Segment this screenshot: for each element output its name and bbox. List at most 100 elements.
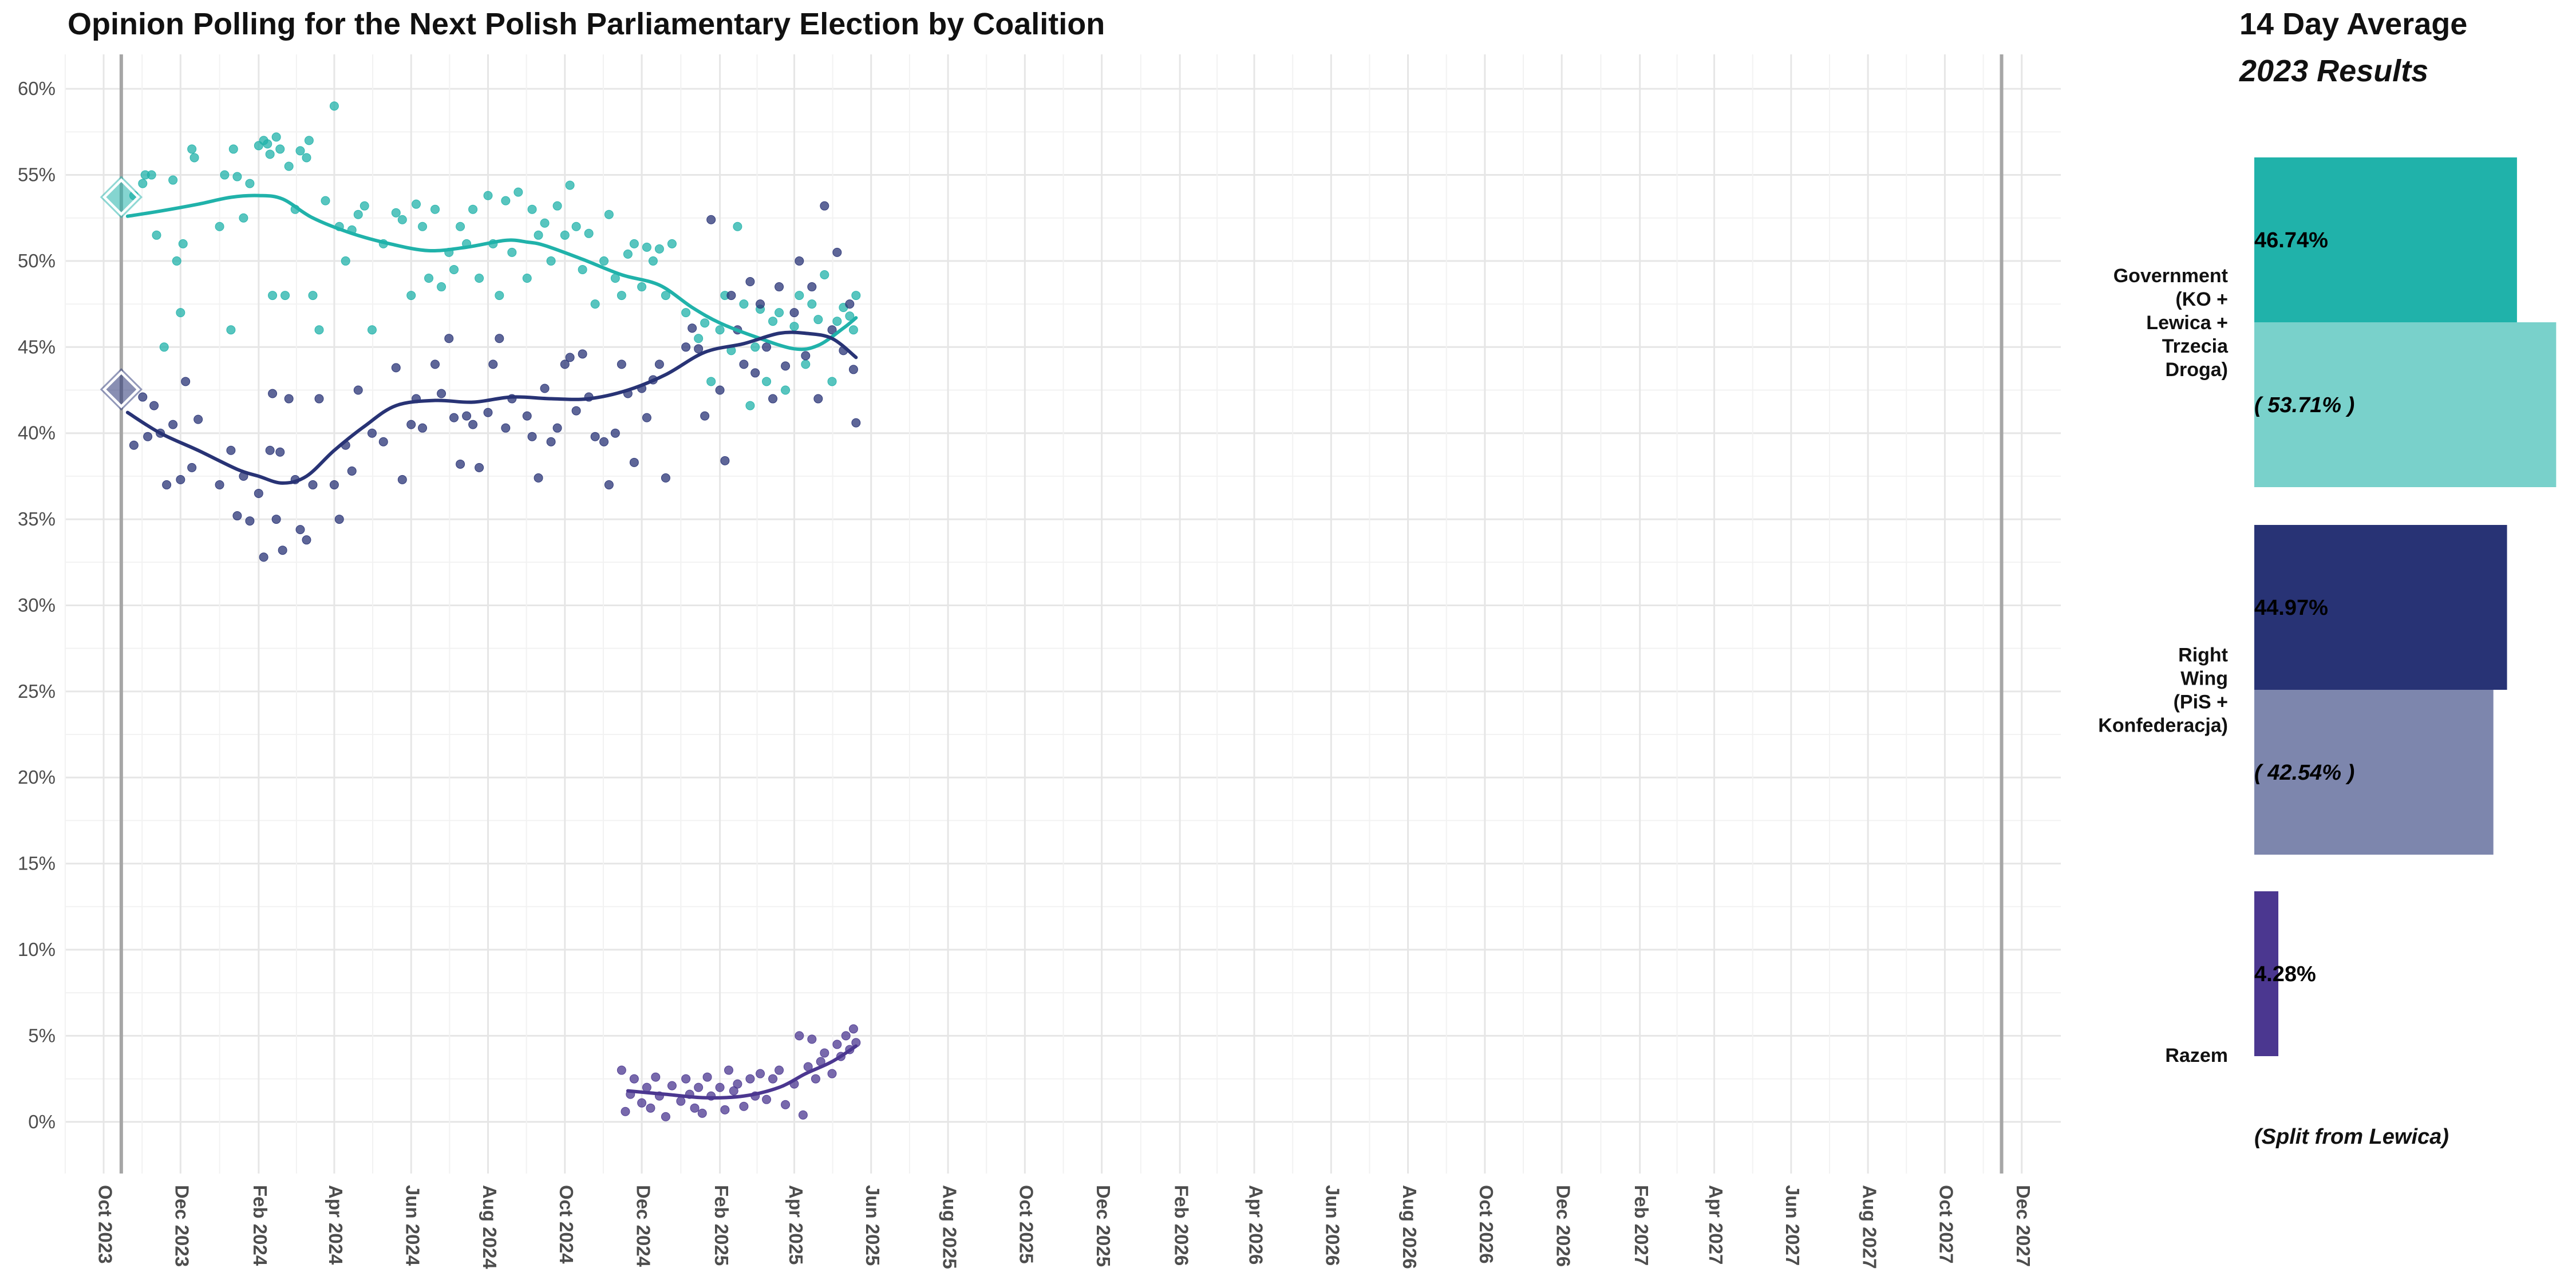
y-tick-label: 10% [18, 939, 56, 960]
y-tick-label: 40% [18, 422, 56, 444]
y-tick-label: 5% [28, 1025, 56, 1046]
poll-point [168, 175, 178, 185]
poll-point [642, 242, 651, 252]
poll-point [552, 201, 562, 211]
poll-point [176, 475, 185, 484]
poll-point [702, 1072, 712, 1082]
x-tick-label: Aug 2024 [479, 1185, 500, 1269]
poll-point [750, 342, 760, 352]
poll-point [254, 488, 263, 498]
poll-point [768, 317, 778, 326]
poll-point [226, 445, 236, 455]
poll-point [599, 437, 609, 447]
poll-point [599, 256, 609, 266]
poll-point [149, 401, 159, 410]
poll-point [522, 274, 532, 283]
poll-point [178, 239, 188, 248]
poll-point [848, 325, 858, 335]
poll-point [468, 204, 478, 214]
average-bar [2254, 157, 2517, 322]
poll-point [827, 1069, 837, 1078]
poll-point [720, 1105, 730, 1115]
poll-point [851, 418, 861, 428]
average-bar-label: 44.97% [2254, 596, 2328, 620]
poll-point [271, 515, 281, 524]
poll-point [232, 172, 242, 181]
x-tick-label: Oct 2027 [1936, 1185, 1957, 1264]
poll-point [406, 420, 416, 429]
poll-point [456, 222, 465, 231]
group-label-line: Government [2113, 265, 2228, 287]
trend-line [626, 1044, 858, 1100]
poll-point [651, 1072, 661, 1082]
result-bar-label: ( 53.71% ) [2254, 393, 2354, 417]
trend-line [125, 330, 858, 485]
poll-point [827, 377, 837, 386]
poll-point [706, 215, 716, 224]
poll-point [813, 394, 823, 404]
poll-point [302, 535, 311, 545]
poll-point [552, 423, 562, 433]
x-tick-label: Feb 2025 [711, 1185, 732, 1266]
poll-point [308, 291, 318, 301]
poll-point [768, 394, 778, 404]
poll-point [215, 222, 224, 231]
poll-point [667, 239, 677, 248]
poll-point [610, 428, 620, 438]
poll-point [314, 325, 324, 335]
poll-point [546, 437, 556, 447]
poll-point [226, 325, 236, 335]
poll-point [353, 210, 363, 219]
x-tick-label: Jun 2025 [862, 1185, 883, 1266]
poll-point [263, 139, 272, 149]
poll-point [329, 101, 339, 111]
poll-point [228, 144, 238, 154]
group-label-line: Lewica + [2146, 312, 2228, 334]
poll-point [648, 256, 658, 266]
poll-point [275, 144, 285, 154]
election-result-marker [102, 177, 141, 216]
x-tick-label: Dec 2023 [172, 1185, 193, 1267]
poll-point [720, 456, 730, 465]
poll-point [801, 359, 811, 369]
poll-point [138, 392, 148, 402]
poll-point [284, 161, 294, 171]
poll-point [841, 1031, 851, 1041]
poll-point [590, 299, 600, 309]
poll-point [697, 1108, 707, 1118]
trend-lines [125, 193, 858, 1100]
poll-point [534, 230, 543, 240]
poll-point [768, 1074, 778, 1084]
poll-point [280, 291, 290, 301]
y-tick-label: 50% [18, 250, 56, 271]
x-tick-label: Aug 2026 [1399, 1185, 1420, 1269]
poll-point [781, 1100, 791, 1109]
poll-point [807, 1034, 817, 1044]
poll-point [739, 1101, 749, 1111]
chart-title: Opinion Polling for the Next Polish Parl… [68, 7, 1105, 41]
poll-point [347, 466, 357, 476]
poll-point [762, 377, 772, 386]
poll-point [775, 1065, 784, 1075]
y-tick-label: 20% [18, 767, 56, 788]
poll-point [168, 420, 178, 429]
split-footnote: (Split from Lewica) [2254, 1125, 2449, 1149]
poll-point [304, 136, 314, 145]
poll-point [483, 408, 493, 417]
poll-point [437, 282, 447, 292]
poll-point [762, 1095, 772, 1104]
poll-point [129, 440, 139, 450]
x-tick-label: Dec 2026 [1552, 1185, 1574, 1267]
poll-point [750, 368, 760, 378]
poll-point [820, 270, 829, 279]
poll-point [391, 208, 401, 218]
poll-point [215, 480, 224, 489]
poll-point [501, 196, 511, 206]
poll-point [807, 282, 817, 292]
y-tick-label: 55% [18, 164, 56, 185]
poll-point [681, 1074, 691, 1084]
poll-point [688, 323, 697, 333]
x-tick-label: Aug 2025 [939, 1185, 960, 1269]
poll-point [789, 322, 799, 331]
poll-point [578, 264, 587, 274]
